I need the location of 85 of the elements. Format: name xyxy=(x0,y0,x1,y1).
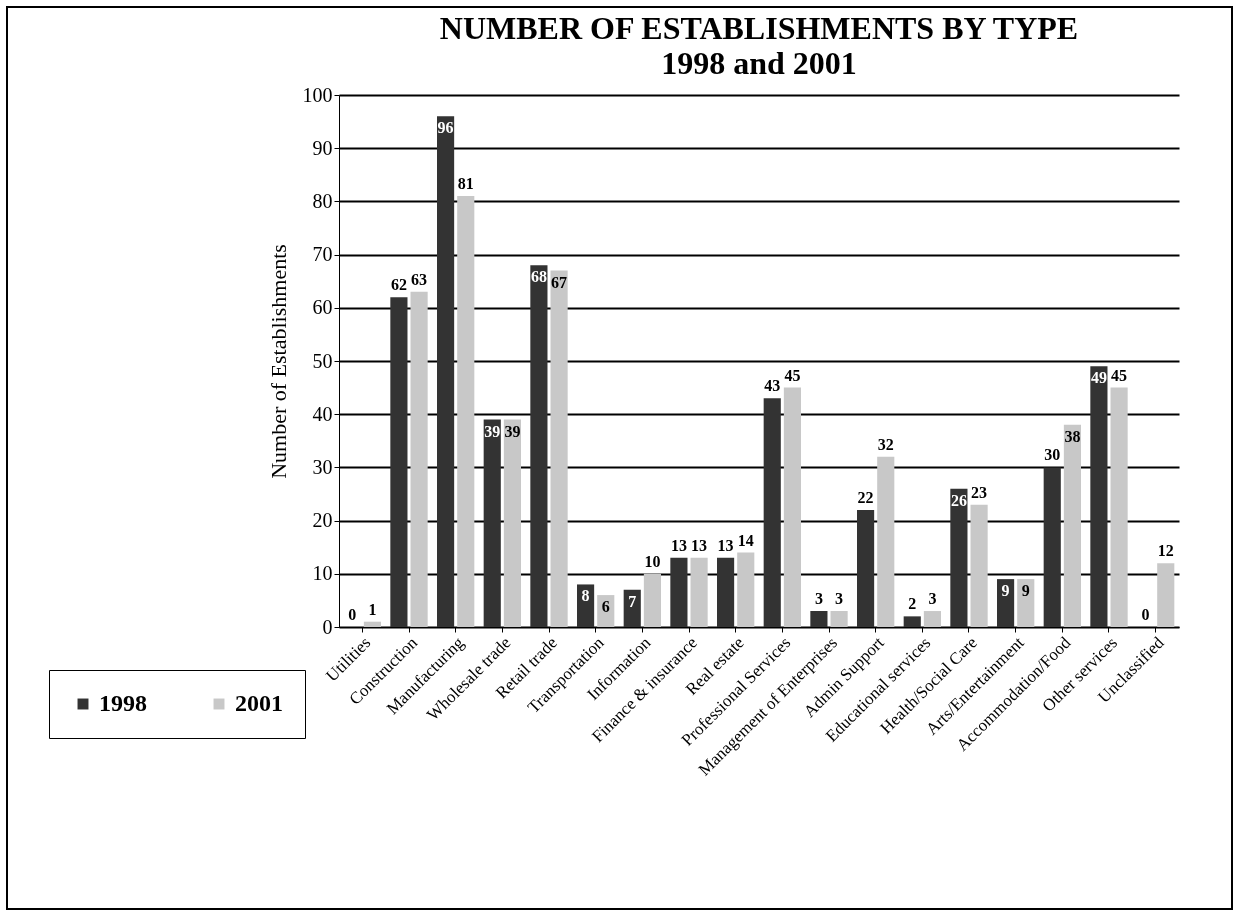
data-label: 81 xyxy=(457,175,474,193)
bar xyxy=(550,270,568,627)
data-label: 45 xyxy=(784,366,801,384)
data-label: 68 xyxy=(530,268,547,286)
bar xyxy=(830,611,848,627)
data-label: 12 xyxy=(1157,542,1174,560)
bar xyxy=(970,504,988,627)
bar xyxy=(950,488,968,627)
data-label: 39 xyxy=(484,422,501,440)
data-label: 45 xyxy=(1111,366,1128,384)
bar xyxy=(503,419,521,627)
data-label: 14 xyxy=(737,531,754,549)
bar xyxy=(717,557,735,627)
bar xyxy=(1090,366,1108,627)
bar xyxy=(877,456,895,627)
legend-label: 1998 xyxy=(99,690,147,716)
y-tick-label: 90 xyxy=(312,136,333,159)
data-label: 2 xyxy=(908,595,917,613)
data-label: 96 xyxy=(437,119,454,137)
data-label: 38 xyxy=(1064,427,1081,445)
data-label: 6 xyxy=(601,598,610,616)
bar xyxy=(457,196,475,627)
y-axis-title: Number of Establishments xyxy=(265,244,291,479)
y-tick-label: 40 xyxy=(312,402,333,425)
bar xyxy=(810,611,828,627)
bar xyxy=(410,291,428,627)
data-label: 39 xyxy=(504,422,521,440)
data-label: 67 xyxy=(551,273,568,291)
bar xyxy=(437,116,455,627)
data-label: 8 xyxy=(581,587,590,605)
bar xyxy=(857,509,875,627)
data-label: 9 xyxy=(1021,582,1030,600)
bar xyxy=(670,557,688,627)
data-label: 13 xyxy=(670,536,687,554)
bar xyxy=(1157,563,1175,627)
bar xyxy=(903,616,921,627)
bar xyxy=(997,579,1015,627)
y-tick-label: 30 xyxy=(312,455,333,478)
data-label: 23 xyxy=(971,483,988,501)
bar xyxy=(783,387,801,627)
data-label: 3 xyxy=(814,590,823,608)
bar xyxy=(1017,579,1035,627)
y-tick-label: 50 xyxy=(312,349,333,372)
chart-title: NUMBER OF ESTABLISHMENTS BY TYPE xyxy=(439,10,1079,46)
bar xyxy=(737,552,755,627)
data-label: 3 xyxy=(835,590,844,608)
data-label: 10 xyxy=(644,552,661,570)
y-tick-label: 10 xyxy=(312,562,333,585)
y-tick-label: 100 xyxy=(302,83,333,106)
chart-subtitle: 1998 and 2001 xyxy=(661,45,857,81)
bar xyxy=(530,265,548,627)
data-label: 9 xyxy=(1001,582,1010,600)
bar xyxy=(363,621,381,627)
data-label: 13 xyxy=(717,536,734,554)
bar xyxy=(1043,467,1061,627)
data-label: 30 xyxy=(1044,446,1061,464)
data-label: 7 xyxy=(628,592,637,610)
data-label: 0 xyxy=(348,606,357,623)
data-label: 13 xyxy=(691,536,708,554)
bar xyxy=(1110,387,1128,627)
bar xyxy=(923,611,941,627)
bar xyxy=(763,398,781,627)
y-tick-label: 0 xyxy=(322,615,333,638)
data-label: 43 xyxy=(764,377,781,395)
data-label: 32 xyxy=(877,435,894,453)
data-label: 26 xyxy=(950,491,967,509)
y-tick-label: 70 xyxy=(312,243,333,266)
legend-label: 2001 xyxy=(235,690,283,716)
bar xyxy=(690,557,708,627)
bar xyxy=(1063,424,1081,627)
data-label: 0 xyxy=(1141,606,1150,623)
y-tick-label: 20 xyxy=(312,509,333,532)
data-label: 1 xyxy=(368,600,377,618)
bar xyxy=(390,297,408,627)
y-tick-label: 80 xyxy=(312,189,333,212)
y-tick-label: 60 xyxy=(312,296,333,319)
bar xyxy=(577,584,595,627)
data-label: 62 xyxy=(390,276,407,294)
data-label: 63 xyxy=(411,270,428,288)
bar xyxy=(643,573,661,627)
bar xyxy=(623,589,641,627)
bar xyxy=(483,419,501,627)
data-label: 3 xyxy=(928,590,937,608)
data-label: 49 xyxy=(1090,369,1107,387)
data-label: 22 xyxy=(857,488,874,506)
